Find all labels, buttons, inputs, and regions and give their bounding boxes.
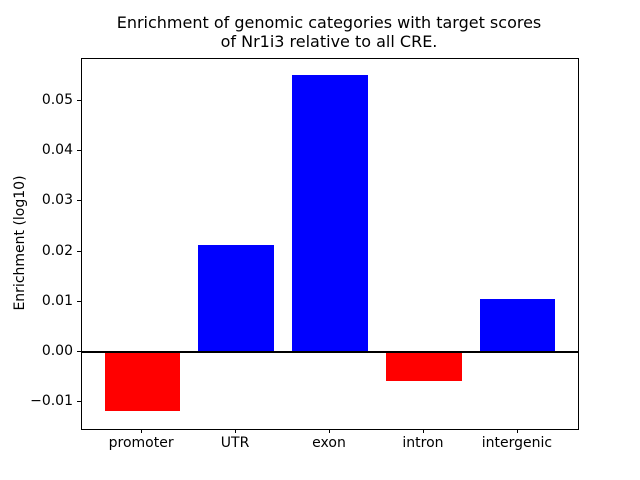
y-tick-label: 0.00	[41, 343, 73, 360]
y-tick-label: 0.03	[41, 192, 73, 209]
bar-intergenic	[480, 299, 556, 353]
y-tick-label: 0.04	[41, 141, 73, 158]
plot-area	[81, 58, 579, 430]
bar-intron	[386, 352, 462, 382]
y-tick-mark	[77, 200, 81, 202]
x-tick-mark	[235, 429, 237, 433]
x-tick-label-UTR: UTR	[220, 435, 250, 451]
zero-line	[82, 351, 578, 354]
y-tick-label: 0.02	[41, 242, 73, 259]
bar-UTR	[198, 244, 274, 353]
x-tick-label-promoter: promoter	[108, 435, 174, 451]
x-tick-mark	[329, 429, 330, 433]
y-tick-mark	[77, 300, 81, 302]
y-tick-label: 0.05	[41, 91, 73, 108]
x-tick-label-exon: exon	[312, 435, 346, 451]
x-tick-mark	[516, 429, 518, 433]
x-tick-mark	[141, 429, 143, 433]
y-tick-label: −0.01	[30, 393, 73, 410]
x-tick-label-intergenic: intergenic	[481, 435, 553, 451]
y-tick-mark	[77, 351, 81, 353]
chart-title: Enrichment of genomic categories with ta…	[116, 13, 542, 51]
y-tick-mark	[77, 250, 81, 252]
x-tick-label-intron: intron	[402, 435, 444, 451]
y-tick-mark	[77, 401, 81, 403]
y-tick-mark	[77, 149, 81, 151]
y-tick-label: 0.01	[41, 292, 73, 309]
y-tick-mark	[77, 99, 81, 101]
x-tick-mark	[422, 429, 424, 433]
bar-exon	[292, 75, 368, 353]
bar-promoter	[104, 352, 180, 411]
